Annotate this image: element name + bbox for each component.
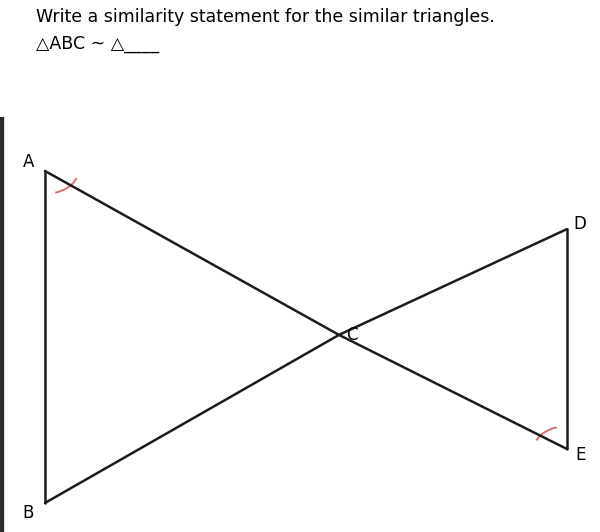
Text: E: E xyxy=(575,446,586,464)
Text: Write a similarity statement for the similar triangles.: Write a similarity statement for the sim… xyxy=(36,8,495,26)
Text: △ABC ~ △____: △ABC ~ △____ xyxy=(36,35,159,53)
Text: D: D xyxy=(574,215,587,233)
Text: A: A xyxy=(23,153,34,171)
Text: C: C xyxy=(346,326,358,344)
Text: B: B xyxy=(23,504,34,522)
